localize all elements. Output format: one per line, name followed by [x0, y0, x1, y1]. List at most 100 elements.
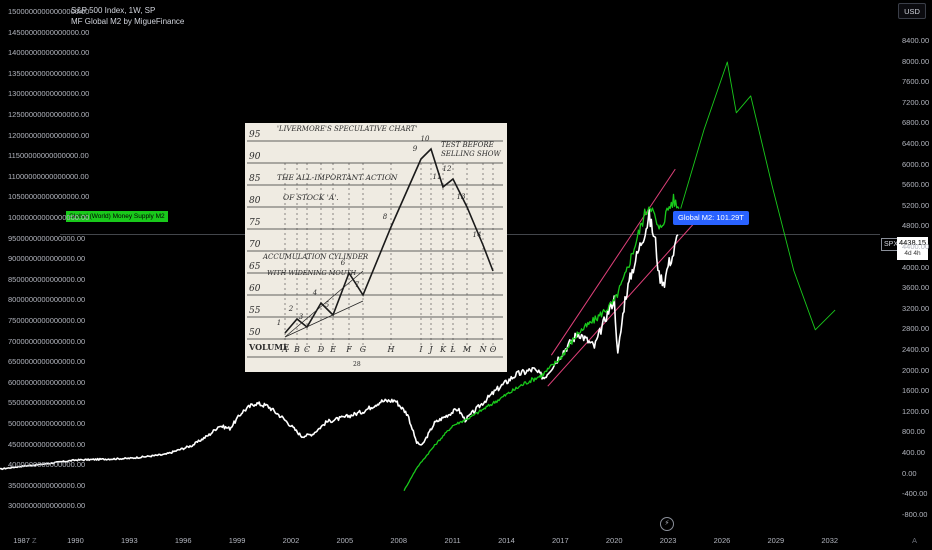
sketch-note-low-2: WITH WIDENING MOUTH — [267, 269, 357, 277]
series-line-spx — [0, 209, 679, 471]
indicator-title: MF Global M2 by MigueFinance — [71, 17, 185, 26]
y-right-tick-label: 1600.00 — [902, 386, 930, 396]
x-tick-label: 2020 — [605, 536, 623, 545]
sketch-x-label: D — [317, 345, 325, 354]
sketch-price-path — [284, 147, 494, 334]
y-left-tick-label: 13000000000000000.00 — [8, 89, 90, 99]
y-right-tick-label: 7600.00 — [902, 77, 930, 87]
sketch-x-label: M — [462, 345, 472, 354]
y-left-tick-label: 5500000000000000.00 — [8, 398, 86, 408]
chart-title: S&P 500 Index, 1W, SP — [71, 6, 156, 15]
x-tick-label: 1999 — [228, 536, 246, 545]
sketch-note-low-1: ACCUMULATION CYLINDER — [263, 253, 369, 261]
sketch-x-label: H — [387, 345, 395, 354]
sketch-y-label: 55 — [249, 306, 261, 316]
y-left-tick-label: 12500000000000000.00 — [8, 110, 90, 119]
sketch-point-label: 3 — [298, 313, 304, 321]
sketch-point-label: 6 — [340, 259, 346, 267]
bolt-icon[interactable]: ⚡ — [660, 517, 674, 531]
sketch-point-label: 7 — [354, 281, 360, 289]
y-left-tick-label: 15000000000000000.00 — [8, 7, 90, 16]
y-right-tick-label: 3200.00 — [902, 303, 930, 313]
y-right-tick-label: 400.00 — [902, 448, 925, 457]
y-left-tick-label: 12000000000000000.00 — [8, 130, 90, 140]
sketch-point-label: 5 — [324, 301, 330, 309]
sketch-x-label: E — [330, 345, 336, 354]
y-left-tick-label: 4000000000000000.00 — [8, 460, 86, 470]
sketch-x-label: C — [303, 345, 311, 354]
sketch-point-label: 2 — [288, 305, 294, 313]
y-right-tick-label: 6800.00 — [902, 118, 930, 128]
sketch-x-label: O — [489, 345, 497, 354]
x-tick-label: 2023 — [659, 536, 677, 545]
y-left-tick-label: 13500000000000000.00 — [8, 68, 90, 78]
spx-countdown: 4d 4h — [904, 250, 921, 257]
y-right-tick-label: 3600.00 — [902, 283, 930, 293]
y-left-tick-label: 11500000000000000.00 — [8, 151, 89, 161]
sketch-x-label: K — [440, 345, 446, 354]
y-left-tick-label: 10500000000000000.00 — [8, 192, 90, 202]
sketch-x-label: L — [450, 345, 456, 354]
y-right-tick-label: 5600.00 — [902, 180, 930, 190]
y-left-tick-label: 4500000000000000.00 — [8, 439, 86, 449]
y-right-tick-label: -400.00 — [902, 489, 928, 499]
series-line-mf-global-m2 — [403, 193, 680, 492]
x-tick-label: 2008 — [390, 536, 408, 545]
y-left-tick-label: 7000000000000000.00 — [8, 336, 86, 346]
sketch-y-label: 60 — [249, 284, 261, 294]
livermore-sketch-image: 'LIVERMORE'S SPECULATIVE CHART' TEST BEF… — [245, 123, 507, 372]
sketch-point-label: 9 — [412, 145, 418, 153]
y-left-tick-label: 6000000000000000.00 — [8, 377, 86, 387]
x-tick-label: 1993 — [120, 536, 138, 545]
y-right-tick-label: 6000.00 — [902, 159, 930, 169]
sketch-note-mid-2: OF STOCK 'A'. — [283, 193, 339, 202]
y-right-tick-label: -800.00 — [902, 509, 928, 519]
sketch-y-label: 65 — [249, 262, 261, 272]
sketch-x-label: B — [294, 345, 300, 354]
sketch-cylinder-upper — [284, 270, 364, 338]
currency-button[interactable]: USD — [898, 3, 926, 19]
series-line-m2-projection — [680, 61, 836, 331]
y-left-tick-label: 6500000000000000.00 — [8, 357, 86, 367]
sketch-x-label: F — [346, 345, 352, 354]
y-left-tick-label: 14500000000000000.00 — [8, 27, 90, 37]
sketch-point-label: 12 — [442, 165, 452, 173]
x-tick-label: 2032 — [821, 536, 839, 545]
y-right-tick-label: 7200.00 — [902, 97, 930, 107]
auto-scale-button[interactable]: A — [912, 536, 918, 545]
x-tick-label: 2026 — [713, 536, 731, 545]
sketch-title: 'LIVERMORE'S SPECULATIVE CHART' — [277, 125, 418, 133]
sketch-point-label: 11 — [432, 173, 442, 181]
spx-symbol-tag: SPX — [881, 238, 902, 251]
y-left-tick-label: 14000000000000000.00 — [8, 48, 90, 58]
sketch-note-mid-1: THE ALL-IMPORTANT ACTION — [277, 173, 398, 182]
y-left-tick-label: 10000000000000000.00 — [8, 213, 90, 222]
sketch-y-label: 85 — [249, 174, 261, 184]
sketch-y-label: 90 — [249, 152, 261, 162]
y-right-tick-label: 2400.00 — [902, 345, 930, 354]
x-tick-label: 2005 — [336, 536, 354, 545]
y-right-tick-label: 2000.00 — [902, 365, 930, 375]
spx-price-tag: 4438.15 4d 4h — [897, 237, 928, 260]
sketch-y-label: 50 — [249, 328, 261, 338]
sketch-point-label: 10 — [420, 135, 430, 143]
sketch-point-label: 4 — [312, 289, 318, 297]
y-left-tick-label: 7500000000000000.00 — [8, 316, 86, 325]
sketch-y-label: 80 — [249, 196, 261, 206]
x-tick-label: 2014 — [498, 536, 515, 545]
sketch-volume-label: VOLUME — [249, 342, 290, 352]
y-right-tick-label: 8400.00 — [902, 36, 930, 45]
sketch-y-label: 70 — [249, 240, 261, 250]
x-tick-label: 2017 — [551, 536, 569, 545]
x-tick-label: 2029 — [767, 536, 785, 545]
sketch-cylinder-lower — [284, 300, 364, 338]
m2-series-label: Global (World) Money Supply M2 — [66, 211, 168, 222]
y-right-tick-label: 4000.00 — [902, 262, 930, 272]
timezone-icon[interactable]: Z — [32, 536, 37, 545]
trendline-upper — [550, 168, 676, 356]
spx-price-value: 4438.15 — [898, 238, 927, 247]
x-tick-label: 1996 — [174, 536, 192, 545]
y-right-tick-label: 1200.00 — [902, 406, 930, 416]
sketch-page-number: 28 — [353, 361, 361, 368]
